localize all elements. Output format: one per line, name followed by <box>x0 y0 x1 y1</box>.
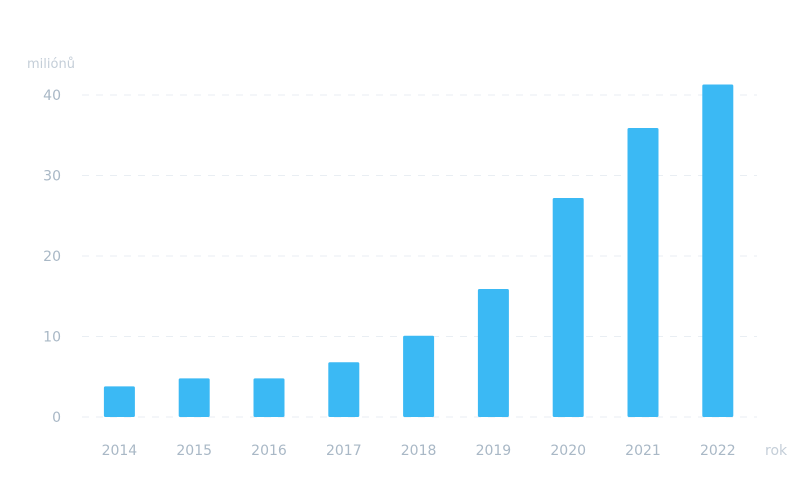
y-tick-label: 10 <box>43 330 61 346</box>
bar-2014 <box>103 386 135 417</box>
x-tick-label: 2018 <box>401 443 437 459</box>
x-tick-label: 2014 <box>102 443 138 459</box>
bar-2018 <box>403 335 435 417</box>
bar-2016 <box>253 378 285 417</box>
x-tick-label: 2015 <box>176 443 212 459</box>
x-tick-label: 2021 <box>625 443 661 459</box>
y-axis-ticks: 0 10 20 30 40 <box>43 88 61 426</box>
bar-2019 <box>477 289 509 417</box>
bar-2022 <box>702 84 734 417</box>
bar-2020 <box>552 198 584 417</box>
x-tick-label: 2022 <box>700 443 736 459</box>
x-tick-label: 2020 <box>550 443 586 459</box>
x-tick-label: 2016 <box>251 443 287 459</box>
y-tick-label: 0 <box>52 410 61 426</box>
y-tick-label: 40 <box>43 88 61 104</box>
bar-2017 <box>328 362 360 417</box>
x-tick-label: 2019 <box>476 443 512 459</box>
x-axis-ticks: 2014 2015 2016 2017 2018 2019 2020 2021 2022 <box>102 443 736 459</box>
bar-2021 <box>627 128 659 417</box>
y-axis-label: miliónů <box>27 57 75 72</box>
y-tick-label: 20 <box>43 249 61 265</box>
x-tick-label: 2017 <box>326 443 362 459</box>
bars <box>103 84 734 417</box>
y-tick-label: 30 <box>43 169 61 185</box>
bar-2015 <box>178 378 210 417</box>
x-axis-label: rok <box>765 443 788 459</box>
